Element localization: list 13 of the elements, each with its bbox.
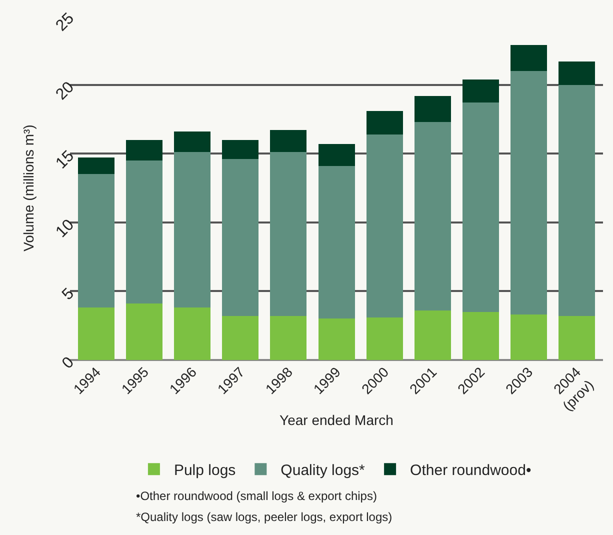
y-tick-label: 5 (59, 285, 78, 304)
legend-label: Pulp logs (174, 462, 236, 479)
legend-label: Quality logs* (280, 462, 366, 479)
x-axis-title: Year ended March (280, 412, 394, 428)
y-axis-title: Volume (millions m³) (20, 124, 36, 252)
y-tick-label: 10 (52, 216, 78, 242)
y-tick-label: 15 (52, 148, 78, 172)
text: *Quality logs (saw logs, peeler logs, export logs) (136, 510, 392, 524)
y-tick-label: 0 (59, 354, 78, 372)
y-tick-label: 20 (52, 78, 78, 104)
y-tick-label: 25 (52, 10, 78, 35)
text: •Other roundwood (small logs & export chips) (136, 489, 377, 503)
legend-label: Other roundwood• (410, 462, 532, 479)
